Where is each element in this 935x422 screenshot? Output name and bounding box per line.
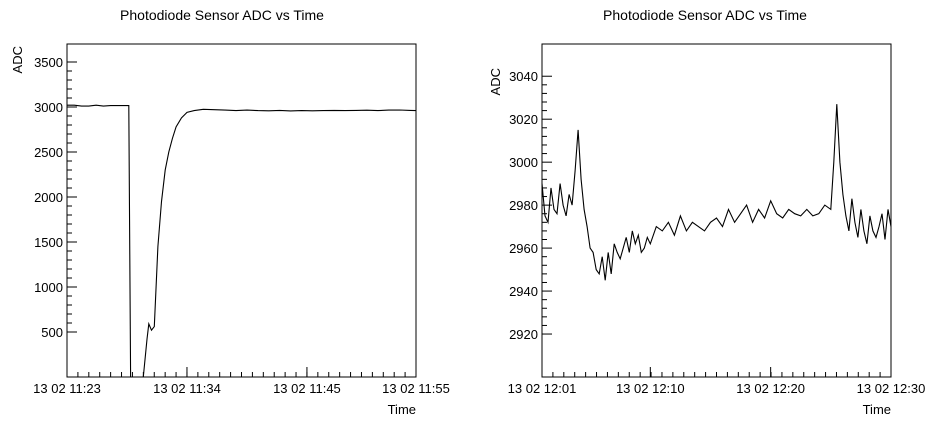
y-tick-label: 3000: [509, 155, 538, 170]
y-tick-label: 1000: [34, 280, 63, 295]
y-tick-label: 1500: [34, 235, 63, 250]
y-tick-label: 2500: [34, 145, 63, 160]
x-axis: 13 02 12:01 13 02 12:10 13 02 12:20 13 02 1…: [508, 367, 926, 396]
x-tick-label: 13 02 12:01: [508, 381, 577, 396]
x-axis-label: Time: [388, 402, 416, 417]
x-tick-label: 13 02 12:20: [736, 381, 805, 396]
plot-frame: [66, 43, 417, 378]
y-tick-label: 3000: [34, 100, 63, 115]
y-tick-label: 2980: [509, 198, 538, 213]
plot-frame: [541, 43, 892, 378]
series-line: [541, 104, 892, 281]
x-tick-label: 13 02 12:30: [857, 381, 926, 396]
y-tick-label: 3020: [509, 112, 538, 127]
y-axis: 2920 2940 2960 2980 3000 3020 3040: [509, 69, 552, 342]
y-axis: 500 1000 1500 2000 2500 3000 3500: [34, 55, 77, 340]
x-tick-label: 13 02 11:34: [153, 381, 221, 396]
y-tick-label: 2000: [34, 190, 63, 205]
chart-title: Photodiode Sensor ADC vs Time: [603, 7, 807, 23]
y-tick-label: 2940: [509, 284, 538, 299]
y-axis-label: ADC: [488, 68, 503, 95]
x-tick-label: 13 02 12:10: [616, 381, 685, 396]
chart-title: Photodiode Sensor ADC vs Time: [120, 7, 324, 23]
y-tick-label: 3040: [509, 69, 538, 84]
x-tick-label: 13 02 11:23: [33, 381, 101, 396]
x-tick-label: 13 02 11:45: [273, 381, 341, 396]
x-tick-label: 13 02 11:55: [382, 381, 450, 396]
chart-panel-left: Photodiode Sensor ADC vs Time 500 1000 150…: [10, 7, 450, 417]
series-line: [67, 104, 417, 378]
y-axis-label: ADC: [10, 46, 25, 73]
y-tick-label: 2960: [509, 241, 538, 256]
y-tick-label: 3500: [34, 55, 63, 70]
y-tick-label: 2920: [509, 327, 538, 342]
x-axis: 13 02 11:23 13 02 11:34 13 02 11:45 13 02 1…: [33, 367, 450, 396]
y-tick-label: 500: [41, 325, 63, 340]
chart-panel-right: Photodiode Sensor ADC vs Time 2920294029…: [488, 7, 925, 417]
x-axis-label: Time: [863, 402, 891, 417]
